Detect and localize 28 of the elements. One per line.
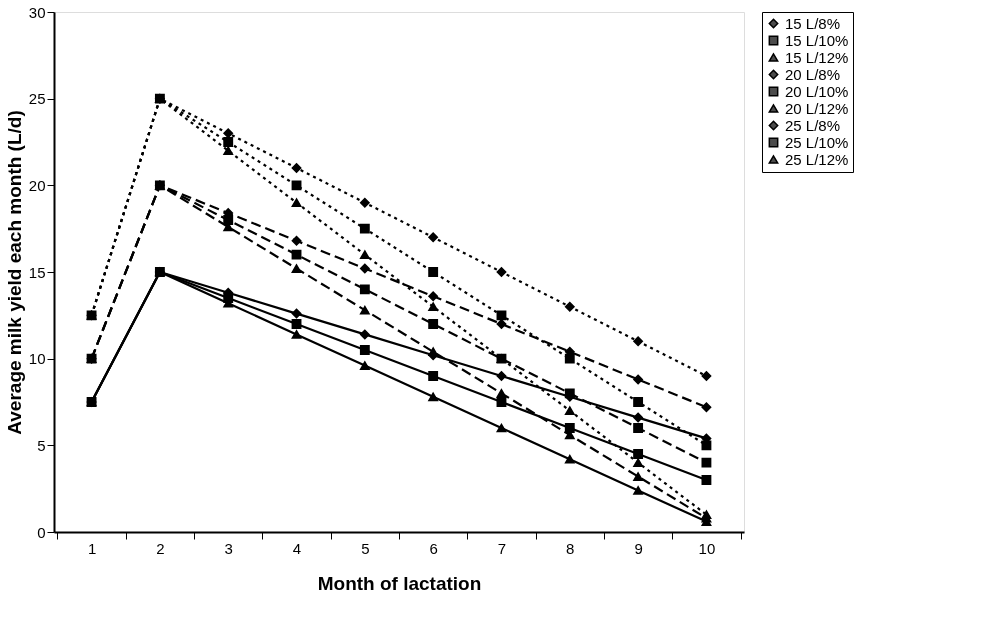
- legend-label: 25 L/8%: [785, 116, 841, 134]
- x-tick-label: 5: [361, 539, 370, 557]
- x-tick-label: 9: [634, 539, 643, 557]
- legend-label: 20 L/10%: [785, 82, 849, 100]
- x-tick-label: 3: [224, 539, 233, 557]
- x-tick-label: 2: [156, 539, 165, 557]
- y-tick-label: 15: [28, 263, 46, 281]
- legend-label: 25 L/12%: [785, 150, 849, 168]
- legend-label: 20 L/8%: [785, 65, 841, 83]
- y-tick-label: 0: [37, 523, 46, 541]
- legend-label: 15 L/8%: [785, 14, 841, 32]
- y-tick-label: 10: [28, 350, 46, 368]
- y-tick-label: 5: [37, 436, 46, 454]
- legend-label: 20 L/12%: [785, 99, 849, 117]
- legend-label: 15 L/10%: [785, 31, 849, 49]
- x-tick-label: 10: [698, 539, 716, 557]
- x-tick-label: 6: [429, 539, 438, 557]
- x-tick-label: 8: [566, 539, 575, 557]
- x-tick-label: 4: [292, 539, 302, 557]
- legend-label: 25 L/10%: [785, 133, 849, 151]
- legend-label: 15 L/12%: [785, 48, 849, 66]
- x-tick-label: 1: [87, 539, 97, 557]
- y-tick-label: 30: [28, 3, 46, 21]
- y-tick-label: 25: [28, 90, 46, 108]
- y-axis-title: Average milk yield each month (L/d): [3, 110, 25, 435]
- x-axis-title: Month of lactation: [317, 572, 482, 594]
- x-tick-label: 7: [497, 539, 507, 557]
- y-tick-label: 20: [28, 176, 46, 194]
